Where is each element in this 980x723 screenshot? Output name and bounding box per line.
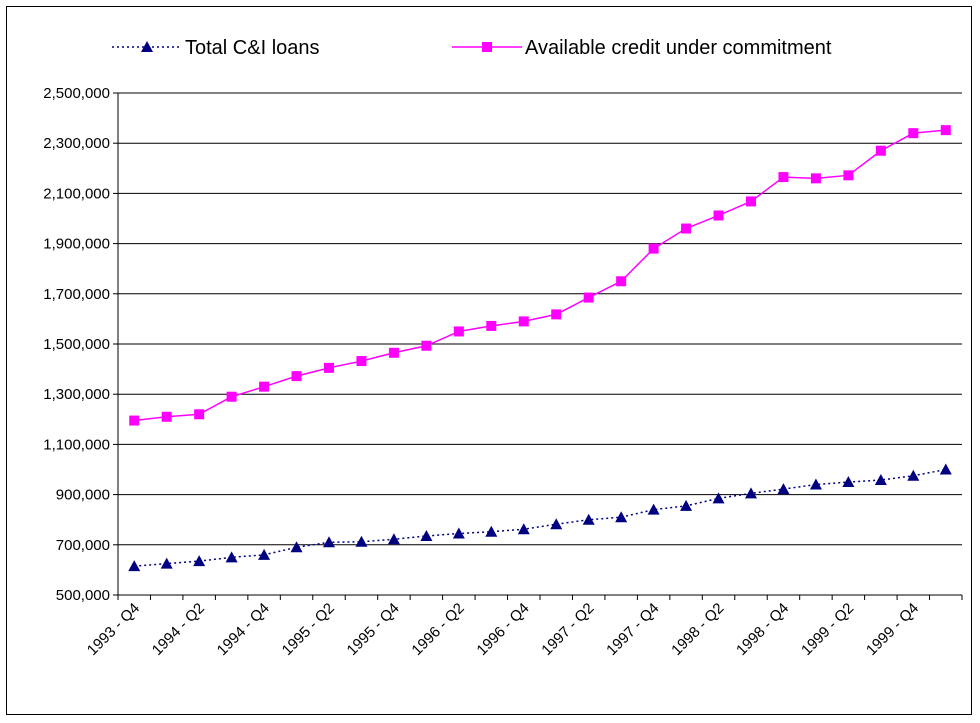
x-tick-label: 1995 - Q2: [279, 600, 338, 659]
data-point: [453, 326, 464, 337]
data-point: [843, 170, 854, 181]
data-point: [194, 409, 205, 420]
y-tick-label: 1,500,000: [43, 336, 110, 353]
data-point: [809, 478, 822, 490]
legend-item: Total C&I loans: [112, 37, 320, 59]
data-point: [616, 276, 627, 287]
x-tick-label: 1998 - Q2: [668, 600, 727, 659]
data-point: [745, 487, 757, 499]
data-point: [355, 535, 368, 547]
data-point: [778, 172, 789, 183]
data-point: [842, 476, 855, 488]
data-point: [517, 523, 530, 535]
data-point: [421, 340, 432, 351]
series-line: [134, 129, 946, 422]
data-point: [226, 391, 237, 402]
y-tick-label: 1,100,000: [43, 436, 110, 453]
data-point: [161, 411, 172, 422]
axes: 500,000 700,000 900,000 1,100,000 1,300,000 1…: [43, 85, 963, 659]
legend-label: Available credit under commitment: [525, 37, 832, 59]
data-point: [874, 474, 887, 486]
series-total-ci-loans: [128, 463, 952, 572]
series-available-credit: [129, 125, 951, 426]
data-point: [259, 381, 270, 392]
y-tick-label: 1,900,000: [43, 236, 110, 253]
legend: Total C&I loans Available credit under co…: [112, 37, 832, 59]
data-point: [323, 536, 335, 548]
data-point: [518, 316, 529, 327]
data-point: [388, 347, 399, 358]
y-tick-label: 900,000: [56, 487, 110, 504]
data-point: [810, 173, 821, 184]
data-point: [160, 557, 173, 569]
chart-frame: [6, 6, 972, 715]
x-tick-label: 1999 - Q4: [863, 600, 922, 659]
x-tick-label: 1998 - Q4: [733, 600, 792, 659]
data-point: [225, 551, 238, 563]
data-point: [290, 541, 303, 553]
data-point: [387, 533, 400, 545]
x-tick-label: 1993 - Q4: [84, 600, 143, 659]
data-point: [907, 469, 920, 481]
data-point: [485, 525, 498, 537]
data-point: [420, 530, 433, 542]
data-point: [128, 560, 141, 572]
y-tick-label: 1,300,000: [43, 386, 110, 403]
data-point: [712, 492, 725, 504]
gridlines: [118, 92, 962, 596]
legend-marker: [141, 41, 153, 52]
x-tick-label: 1994 - Q4: [214, 600, 273, 659]
data-point: [746, 196, 756, 207]
legend-label: Total C&I loans: [185, 37, 320, 59]
x-tick-label: 1996 - Q2: [408, 600, 467, 659]
series-line: [134, 468, 946, 567]
legend-item: Available credit under commitment: [452, 37, 832, 59]
series: [128, 125, 952, 572]
y-tick-label: 1,700,000: [43, 286, 110, 303]
data-point: [258, 548, 271, 560]
legend-marker: [482, 42, 492, 52]
data-point: [647, 503, 660, 515]
x-tick-label: 1994 - Q2: [149, 600, 208, 659]
data-point: [452, 527, 465, 539]
data-point: [129, 415, 140, 426]
data-point: [875, 145, 886, 156]
data-point: [324, 362, 334, 373]
y-tick-label: 2,300,000: [43, 135, 110, 152]
data-point: [486, 320, 497, 331]
y-tick-label: 2,100,000: [43, 185, 110, 202]
y-tick-label: 2,500,000: [43, 85, 110, 102]
data-point: [615, 511, 628, 523]
data-point: [356, 356, 367, 367]
data-point: [777, 483, 790, 495]
x-tick-label: 1996 - Q4: [473, 600, 532, 659]
data-point: [680, 499, 693, 511]
data-point: [908, 128, 919, 139]
data-point: [551, 309, 562, 320]
data-point: [193, 555, 206, 567]
data-point: [550, 518, 563, 530]
data-point: [291, 371, 302, 382]
x-tick-label: 1997 - Q4: [603, 600, 662, 659]
x-tick-label: 1995 - Q4: [344, 600, 403, 659]
data-point: [939, 463, 952, 475]
data-point: [648, 243, 659, 254]
data-point: [940, 125, 951, 136]
x-tick-label: 1997 - Q2: [538, 600, 597, 659]
data-point: [583, 292, 594, 303]
y-tick-label: 500,000: [56, 587, 110, 604]
y-tick-label: 700,000: [56, 537, 110, 554]
x-tick-label: 1999 - Q2: [798, 600, 857, 659]
data-point: [582, 513, 595, 525]
data-point: [681, 223, 692, 234]
data-point: [713, 210, 724, 221]
